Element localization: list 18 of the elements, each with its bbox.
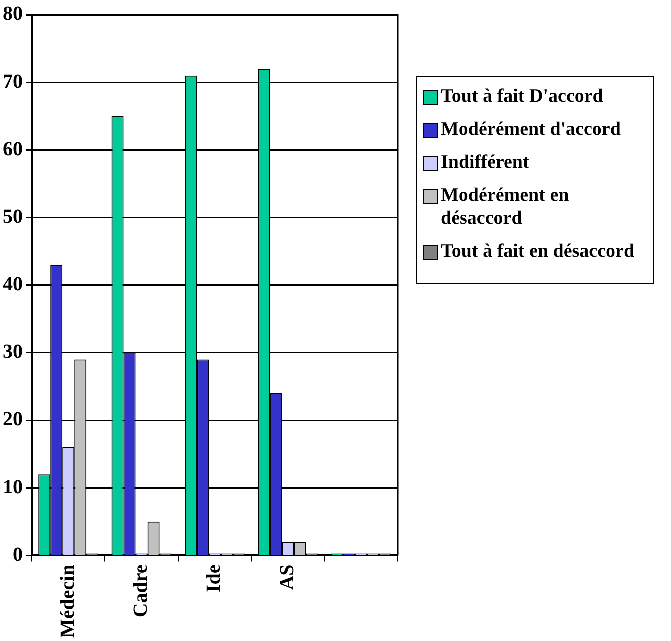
legend-label: Modérément d'accord — [441, 118, 621, 141]
y-tick-label: 10 — [3, 476, 23, 498]
x-tick-label: AS — [276, 564, 298, 590]
legend-label: Modérément en désaccord — [441, 184, 570, 230]
y-tick-label: 50 — [3, 206, 23, 228]
legend-label: Indifférent — [441, 151, 530, 174]
y-tick-label: 60 — [3, 138, 23, 160]
legend-label: Tout à fait en désaccord — [441, 240, 635, 263]
y-tick-label: 20 — [3, 408, 23, 431]
y-tick-label: 70 — [3, 70, 23, 93]
y-tick-label: 80 — [3, 3, 23, 26]
x-tick-label: Ide — [203, 564, 226, 592]
legend-label: Tout à fait D'accord — [441, 85, 604, 108]
x-tick-label: Médecin — [56, 564, 79, 638]
y-tick-label: 0 — [13, 544, 23, 566]
y-tick-label: 40 — [3, 274, 23, 296]
y-tick-label: 30 — [3, 341, 23, 364]
x-tick-label: Cadre — [130, 564, 152, 618]
